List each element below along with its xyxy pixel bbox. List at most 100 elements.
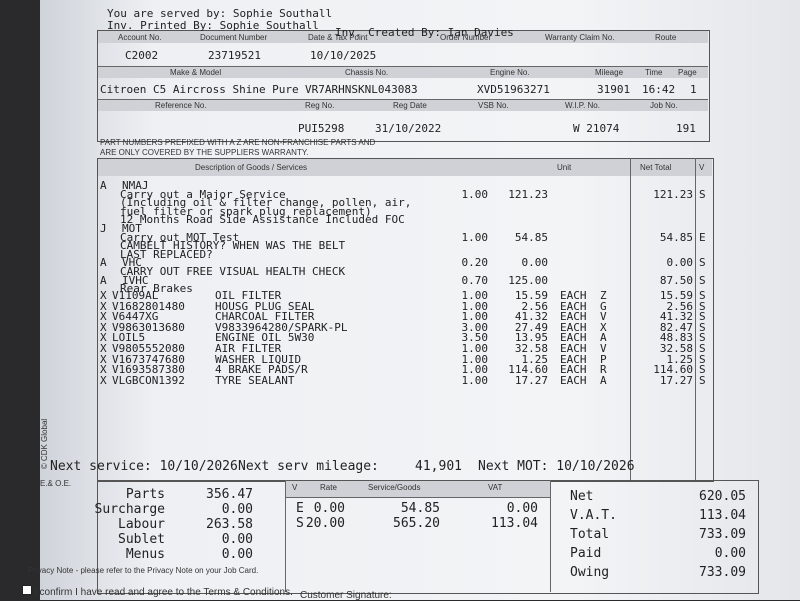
field-label: Job No. — [650, 101, 678, 110]
unit-code: R — [600, 363, 607, 377]
total-value: 733.09 — [699, 565, 746, 580]
field-value: 23719521 — [208, 49, 261, 62]
field-value: W 21074 — [573, 122, 620, 135]
net-total: 32.58 — [659, 342, 693, 355]
net-total: 15.59 — [659, 289, 693, 302]
header-shade — [98, 159, 712, 176]
vat-code: E — [699, 230, 706, 244]
total-value: 620.05 — [699, 489, 746, 504]
unit-price: 32.58 — [514, 342, 548, 355]
total-value: 0.00 — [714, 546, 746, 561]
header-shade — [98, 67, 708, 78]
field-value: VR7ARHNSKNL043083 — [305, 83, 418, 96]
summary-value: 0.00 — [221, 502, 253, 517]
field-label: Mileage — [595, 68, 624, 77]
net-total: 54.85 — [659, 230, 693, 244]
vat-cell: 54.85 — [400, 501, 440, 516]
field-value: 31/10/2022 — [375, 122, 442, 135]
field-label: Time — [645, 68, 663, 77]
line-item: VLGBCON1392 — [112, 373, 185, 387]
vat-code: S — [699, 320, 706, 334]
field-label: Engine No. — [490, 68, 530, 77]
summary-label: Sublet — [118, 532, 165, 547]
rule — [97, 66, 708, 67]
net-total: 48.83 — [659, 331, 693, 345]
line-description: AIR FILTER — [215, 342, 282, 355]
rule — [550, 480, 551, 592]
line-code: X — [100, 289, 107, 302]
total-label: Paid — [570, 546, 602, 561]
summary-value: 263.58 — [206, 517, 253, 532]
rule — [97, 99, 708, 100]
quantity: 1.00 — [461, 342, 489, 355]
unit-price: 0.00 — [521, 256, 549, 270]
line-item: LOIL5 — [112, 331, 146, 345]
line-description: 4 BRAKE PADS/R — [215, 363, 308, 377]
summary-label: Menus — [125, 547, 165, 562]
unit-price: 125.00 — [508, 273, 548, 287]
line-description: WASHER LIQUID — [215, 352, 302, 366]
line-item: V1109AL — [112, 289, 159, 302]
line-item: V1682801480 — [112, 299, 185, 313]
unit: EACH — [560, 342, 587, 355]
field-label: Reg No. — [305, 101, 335, 110]
total-value: 113.04 — [699, 508, 746, 523]
summary-label: Parts — [125, 487, 165, 502]
line-description: Rear Brakes — [120, 282, 193, 296]
field-label: W.I.P. No. — [565, 101, 600, 110]
line-item: NMAJ — [122, 179, 149, 192]
line-item: V1693587380 — [112, 363, 185, 377]
line-code: X — [100, 320, 107, 334]
line-description: (Including oil & filter change, pollen, … — [120, 196, 412, 210]
unit-price: 2.56 — [521, 299, 549, 313]
vat-code: S — [699, 373, 706, 387]
vat-cell: 0.00 — [313, 501, 345, 516]
checkbox[interactable] — [22, 585, 32, 595]
vat-header: Rate — [320, 483, 337, 492]
quantity: 1.00 — [461, 187, 489, 201]
summary-value: 0.00 — [221, 547, 253, 562]
unit-price: 114.60 — [508, 363, 548, 377]
field-value: C2002 — [125, 49, 159, 62]
unit-code: V — [600, 310, 607, 324]
notice: PART NUMBERS PREFIXED WITH A Z ARE NON-F… — [100, 138, 376, 147]
next-mileage: 41,901 — [415, 459, 462, 474]
quantity: 1.00 — [461, 373, 489, 387]
vat-header: Service/Goods — [368, 483, 421, 492]
net-total: 1.25 — [666, 352, 694, 366]
field-label: Warranty Claim No. — [545, 33, 615, 42]
line-description: CARRY OUT FREE VISUAL HEALTH CHECK — [120, 265, 346, 278]
quantity: 3.00 — [461, 320, 489, 334]
unit: EACH — [560, 299, 587, 313]
unit: EACH — [560, 352, 587, 366]
net-total: 41.32 — [659, 310, 693, 324]
vat-cell: E — [296, 501, 304, 516]
privacy-note: Privacy Note - please refer to the Priva… — [28, 566, 259, 575]
line-item: IVHC — [122, 273, 149, 287]
field-label: VSB No. — [478, 101, 509, 110]
line-item: V6447XG — [112, 310, 159, 324]
field-label: Reference No. — [155, 101, 207, 110]
field-value: PUI5298 — [298, 122, 345, 135]
line-code: X — [100, 299, 107, 313]
unit: EACH — [560, 331, 587, 345]
unit-price: 1.25 — [521, 352, 549, 366]
line-description: CAMBELT HISTORY? WHEN WAS THE BELT — [120, 239, 346, 253]
field-label: Chassis No. — [345, 68, 389, 77]
vat-header: V — [292, 483, 298, 492]
next-mot: Next MOT: 10/10/2026 — [478, 459, 635, 474]
field-value: XVD51963271 — [477, 83, 550, 96]
summary-value: 356.47 — [206, 487, 253, 502]
summary-value: 0.00 — [221, 532, 253, 547]
line-description: CHARCOAL FILTER — [215, 310, 315, 324]
header-shade — [98, 100, 708, 111]
unit-price: 15.59 — [514, 289, 548, 302]
line-description: ENGINE OIL 5W30 — [215, 331, 315, 345]
quantity: 1.00 — [461, 289, 489, 302]
line-code: J — [100, 222, 107, 235]
line-item: V9805552080 — [112, 342, 185, 355]
field-value: 16:42 — [642, 83, 676, 96]
unit-price: 13.95 — [514, 331, 548, 345]
vat-code: S — [699, 289, 706, 302]
summary-label: Surcharge — [94, 502, 165, 517]
